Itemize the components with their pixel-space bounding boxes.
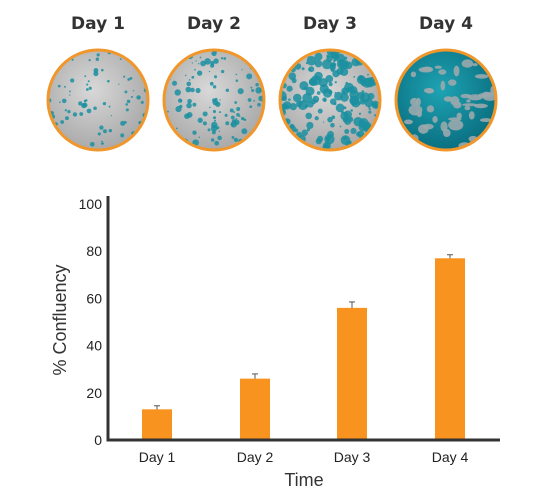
dish-label-day-3: Day 3 <box>303 14 357 34</box>
dish-day-4 <box>394 48 498 152</box>
y-tick-label: 40 <box>86 338 102 354</box>
dish-label-day-4: Day 4 <box>419 14 473 34</box>
bar-day-4 <box>435 258 465 440</box>
y-tick-label: 80 <box>86 243 102 259</box>
x-axis-title: Time <box>284 470 323 490</box>
dish-label-day-1: Day 1 <box>71 14 125 34</box>
y-axis-title: % Confluency <box>50 264 70 375</box>
dish-day-1 <box>46 48 150 152</box>
dish-day-3 <box>278 48 382 152</box>
bar-day-2 <box>240 378 270 440</box>
dish-label-day-2: Day 2 <box>187 14 241 34</box>
bar-day-3 <box>337 307 367 440</box>
bar-day-1 <box>142 409 172 440</box>
bars-group <box>142 254 465 440</box>
y-tick-label: 100 <box>79 196 103 212</box>
y-ticks-group: 0 20 40 60 80 100 <box>79 196 103 448</box>
x-category-label: Day 1 <box>139 449 176 465</box>
y-tick-label: 20 <box>86 385 102 401</box>
y-tick-label: 60 <box>86 290 102 306</box>
x-category-label: Day 2 <box>237 449 274 465</box>
dish-image-row <box>46 48 498 152</box>
x-categories-group: Day 1 Day 2 Day 3 Day 4 <box>139 449 469 465</box>
x-category-label: Day 4 <box>432 449 469 465</box>
y-tick-label: 0 <box>94 432 102 448</box>
dish-day-2 <box>162 48 266 152</box>
x-category-label: Day 3 <box>334 449 371 465</box>
